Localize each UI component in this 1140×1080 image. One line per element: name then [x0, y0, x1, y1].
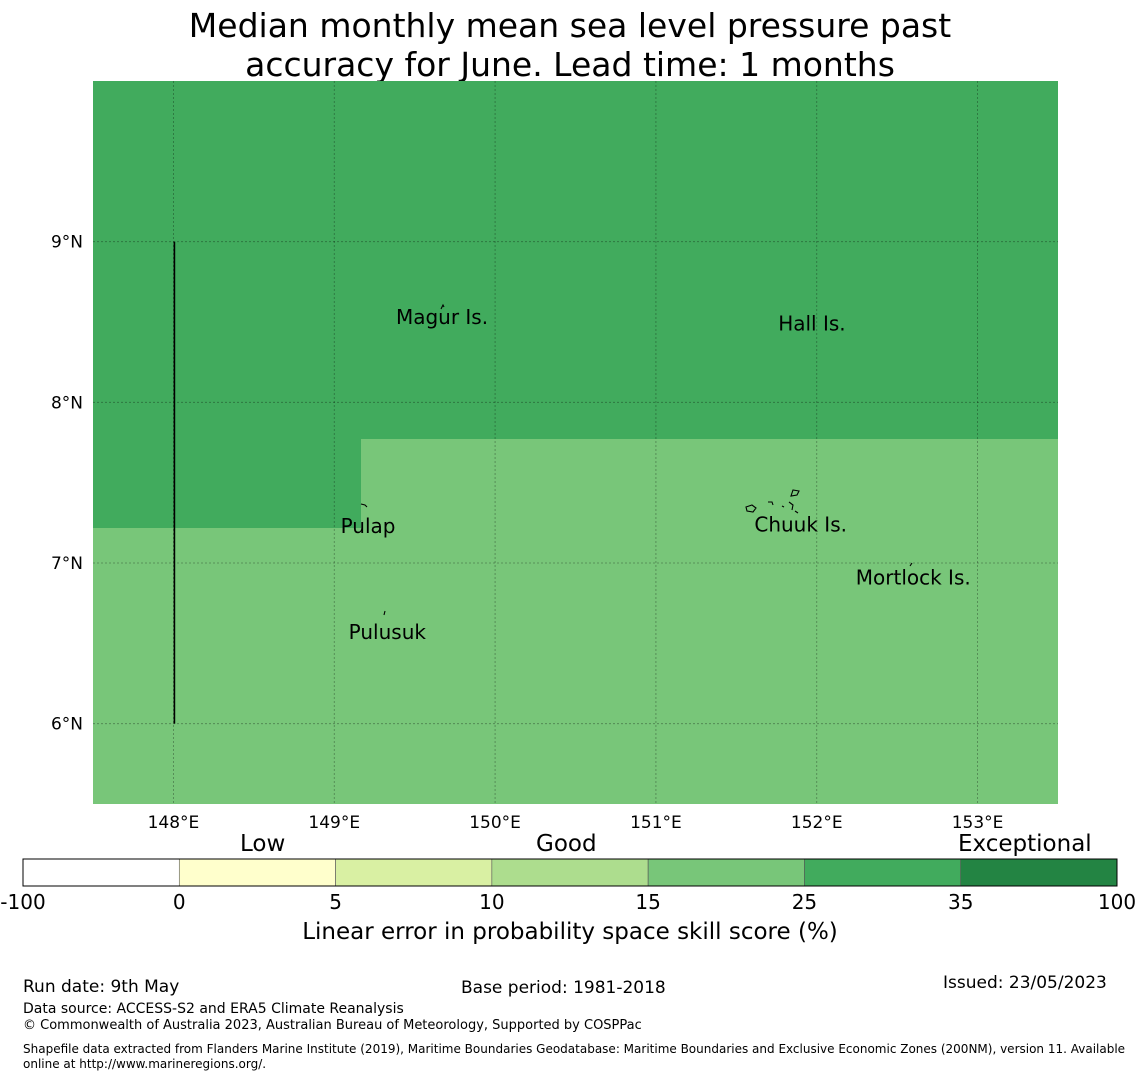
place-label: Pulap [341, 514, 396, 538]
place-label: Chuuk Is. [754, 512, 847, 536]
place-label: Magur Is. [396, 305, 488, 329]
lon-tick-label: 153°E [952, 813, 1004, 833]
lon-tick-label: 150°E [469, 813, 521, 833]
map-title: Median monthly mean sea level pressure p… [0, 6, 1140, 84]
region-upper [93, 81, 1058, 528]
colorbar-label-low: Low [240, 831, 286, 857]
map-title-line2: accuracy for June. Lead time: 1 months [245, 45, 895, 84]
island-outline [790, 489, 800, 497]
island-outline [909, 562, 913, 567]
data-source: Data source: ACCESS-S2 and ERA5 Climate … [23, 1001, 404, 1017]
lon-tick-label: 148°E [148, 813, 200, 833]
colorbar-frame [22, 858, 1118, 887]
colorbar-bin [335, 858, 493, 887]
island-outline [788, 501, 794, 511]
lat-tick-label: 8°N [51, 393, 83, 413]
island-outline [794, 510, 799, 514]
shapefile-credit-line2: online at http://www.marineregions.org/. [23, 1057, 267, 1071]
issued-date: Issued: 23/05/2023 [943, 973, 1107, 993]
colorbar-tick-label: 10 [479, 890, 505, 914]
colorbar-bin [804, 858, 962, 887]
colorbar-bin [960, 858, 1118, 887]
colorbar-tick-label: -100 [0, 890, 46, 914]
place-label: Mortlock Is. [856, 565, 971, 589]
map-title-line1: Median monthly mean sea level pressure p… [188, 6, 952, 45]
colorbar-bin [178, 858, 336, 887]
colorbar-label-good: Good [536, 831, 597, 857]
colorbar-bin [491, 858, 649, 887]
place-label: Pulusuk [349, 620, 427, 644]
lat-tick-label: 6°N [51, 715, 83, 735]
colorbar-bin [22, 858, 180, 887]
island-outline [440, 303, 445, 310]
colorbar-bin [647, 858, 805, 887]
lon-tick-label: 149°E [308, 813, 360, 833]
lon-tick-label: 151°E [630, 813, 682, 833]
copyright: © Commonwealth of Australia 2023, Austra… [23, 1018, 642, 1033]
colorbar-tick-label: 0 [172, 890, 186, 914]
colorbar-tick-label: 100 [1097, 890, 1137, 914]
place-label: Hall Is. [778, 312, 845, 336]
island-outline [745, 504, 757, 513]
colorbar-tick-label: 15 [635, 890, 661, 914]
island-outline [383, 610, 386, 616]
colorbar-tick-label: 5 [329, 890, 342, 914]
lon-tick-label: 152°E [791, 813, 843, 833]
colorbar-title: Linear error in probability space skill … [302, 919, 838, 945]
run-date: Run date: 9th May [23, 977, 180, 997]
island-outline [781, 505, 785, 508]
shapefile-credit-line1: Shapefile data extracted from Flanders M… [23, 1042, 1126, 1056]
colorbar-label-exceptional: Exceptional [958, 831, 1092, 857]
colorbar-tick-label: 25 [791, 890, 818, 914]
island-outline [768, 501, 774, 506]
base-period: Base period: 1981-2018 [461, 978, 666, 998]
island-outline [360, 503, 368, 508]
lat-tick-label: 7°N [51, 554, 83, 574]
colorbar-tick-label: 35 [947, 890, 974, 914]
lat-tick-label: 9°N [51, 233, 83, 253]
